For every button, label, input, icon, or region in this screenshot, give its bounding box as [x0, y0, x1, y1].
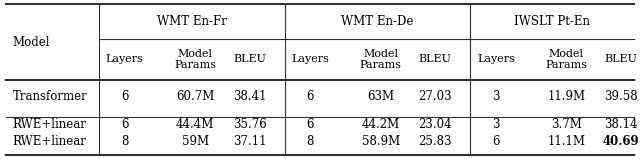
- Text: RWE+linear: RWE+linear: [13, 135, 86, 148]
- Text: Layers: Layers: [106, 54, 144, 64]
- Text: 3: 3: [492, 118, 500, 131]
- Text: WMT En-De: WMT En-De: [341, 15, 414, 28]
- Text: 58.9M: 58.9M: [362, 135, 400, 148]
- Text: 6: 6: [121, 118, 129, 131]
- Text: Model
Params: Model Params: [545, 49, 588, 70]
- Text: BLEU: BLEU: [419, 54, 452, 64]
- Text: 35.76: 35.76: [233, 118, 266, 131]
- Text: 59M: 59M: [182, 135, 209, 148]
- Text: BLEU: BLEU: [604, 54, 637, 64]
- Text: 6: 6: [307, 118, 314, 131]
- Text: 11.9M: 11.9M: [547, 90, 586, 103]
- Text: 44.4M: 44.4M: [176, 118, 214, 131]
- Text: Transformer: Transformer: [13, 90, 88, 103]
- Text: 40.69: 40.69: [602, 135, 639, 148]
- Text: WMT En-Fr: WMT En-Fr: [157, 15, 227, 28]
- Text: BLEU: BLEU: [233, 54, 266, 64]
- Text: 6: 6: [492, 135, 500, 148]
- Text: 38.41: 38.41: [233, 90, 266, 103]
- Text: IWSLT Pt-En: IWSLT Pt-En: [514, 15, 590, 28]
- Text: 37.11: 37.11: [233, 135, 266, 148]
- Text: 8: 8: [307, 135, 314, 148]
- Text: 25.83: 25.83: [419, 135, 452, 148]
- Text: 3: 3: [492, 90, 500, 103]
- Text: 38.14: 38.14: [604, 118, 637, 131]
- Text: 39.58: 39.58: [604, 90, 637, 103]
- Text: 11.1M: 11.1M: [547, 135, 586, 148]
- Text: Model: Model: [13, 36, 51, 49]
- Text: 63M: 63M: [367, 90, 394, 103]
- Text: Model
Params: Model Params: [360, 49, 402, 70]
- Text: 27.03: 27.03: [419, 90, 452, 103]
- Text: 8: 8: [121, 135, 129, 148]
- Text: 6: 6: [121, 90, 129, 103]
- Text: 6: 6: [307, 90, 314, 103]
- Text: 44.2M: 44.2M: [362, 118, 400, 131]
- Text: RWE+linear: RWE+linear: [13, 118, 86, 131]
- Text: 3.7M: 3.7M: [551, 118, 582, 131]
- Text: Model
Params: Model Params: [174, 49, 216, 70]
- Text: 60.7M: 60.7M: [176, 90, 214, 103]
- Text: Layers: Layers: [477, 54, 515, 64]
- Text: Layers: Layers: [291, 54, 330, 64]
- Text: 23.04: 23.04: [419, 118, 452, 131]
